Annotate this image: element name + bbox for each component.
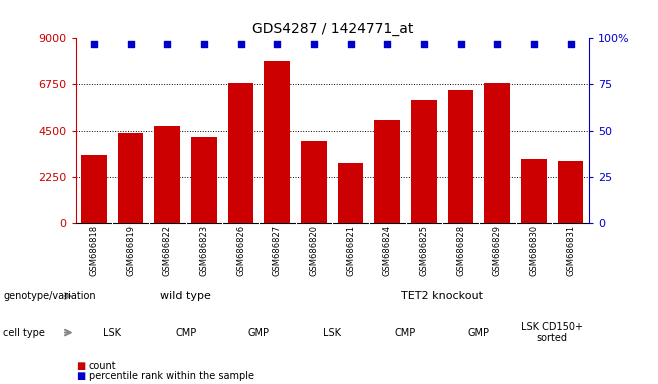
Bar	[265, 61, 290, 223]
Point	[492, 41, 503, 47]
Bar	[155, 126, 180, 223]
Point	[89, 41, 99, 47]
Text: GSM686831: GSM686831	[566, 225, 575, 276]
Point	[309, 41, 319, 47]
Bar	[118, 132, 143, 223]
Bar	[338, 163, 363, 223]
Title: GDS4287 / 1424771_at: GDS4287 / 1424771_at	[251, 22, 413, 36]
Text: TET2 knockout: TET2 knockout	[401, 291, 483, 301]
Text: ■: ■	[76, 371, 85, 381]
Point	[565, 41, 576, 47]
Point	[528, 41, 539, 47]
Text: GSM686827: GSM686827	[273, 225, 282, 276]
Text: GSM686822: GSM686822	[163, 225, 172, 276]
Bar	[191, 137, 216, 223]
Text: ■: ■	[76, 361, 85, 371]
Text: cell type: cell type	[3, 328, 45, 338]
Point	[162, 41, 172, 47]
Text: GSM686829: GSM686829	[493, 225, 502, 276]
Point	[418, 41, 429, 47]
Text: GSM686818: GSM686818	[89, 225, 99, 276]
Text: GSM686821: GSM686821	[346, 225, 355, 276]
Point	[126, 41, 136, 47]
Bar	[484, 83, 510, 223]
Text: GSM686823: GSM686823	[199, 225, 209, 276]
Bar	[447, 89, 473, 223]
Bar	[228, 83, 253, 223]
Point	[236, 41, 246, 47]
Bar	[521, 159, 547, 223]
Text: GMP: GMP	[248, 328, 270, 338]
Text: GSM686830: GSM686830	[530, 225, 538, 276]
Bar	[81, 155, 107, 223]
Text: LSK: LSK	[103, 328, 121, 338]
Point	[382, 41, 393, 47]
Text: LSK: LSK	[323, 328, 342, 338]
Text: percentile rank within the sample: percentile rank within the sample	[89, 371, 254, 381]
Bar	[301, 141, 327, 223]
Point	[455, 41, 466, 47]
Text: count: count	[89, 361, 116, 371]
Point	[199, 41, 209, 47]
Text: CMP: CMP	[395, 328, 417, 338]
Text: LSK CD150+
sorted: LSK CD150+ sorted	[521, 322, 583, 343]
Text: GSM686824: GSM686824	[383, 225, 392, 276]
Point	[272, 41, 282, 47]
Text: GSM686825: GSM686825	[419, 225, 428, 276]
Text: genotype/variation: genotype/variation	[3, 291, 96, 301]
Bar	[374, 120, 400, 223]
Text: GSM686828: GSM686828	[456, 225, 465, 276]
Text: CMP: CMP	[175, 328, 196, 338]
Text: GSM686826: GSM686826	[236, 225, 245, 276]
Text: GMP: GMP	[468, 328, 490, 338]
Point	[345, 41, 356, 47]
Bar	[411, 100, 437, 223]
Text: GSM686820: GSM686820	[309, 225, 318, 276]
Bar	[558, 161, 584, 223]
Text: GSM686819: GSM686819	[126, 225, 135, 276]
Text: wild type: wild type	[160, 291, 211, 301]
